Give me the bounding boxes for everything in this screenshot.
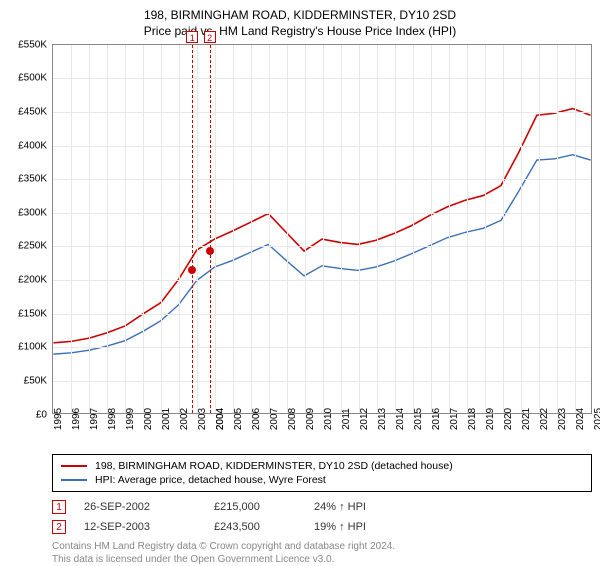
y-axis-label: £450K: [18, 106, 47, 117]
y-axis-label: £0: [36, 409, 47, 420]
y-axis-label: £350K: [18, 174, 47, 185]
event-pct: 24% ↑ HPI: [314, 501, 434, 513]
x-axis-label: 2012: [359, 407, 370, 429]
legend-swatch: [61, 479, 87, 481]
event-badge: 1: [186, 31, 198, 43]
chart-subtitle: Price paid vs. HM Land Registry's House …: [12, 24, 588, 38]
event-marker: [188, 266, 196, 274]
events-list: 1 26-SEP-2002£215,00024% ↑ HPI 2 12-SEP-200…: [52, 500, 588, 534]
legend-item: HPI: Average price, detached house, Wyre…: [61, 473, 583, 487]
x-axis-label: 2005: [233, 407, 244, 429]
y-axis-label: £50K: [24, 375, 47, 386]
legend-item: 198, BIRMINGHAM ROAD, KIDDERMINSTER, DY1…: [61, 459, 583, 473]
x-axis-label: 1998: [107, 407, 118, 429]
x-axis-label: 2020: [503, 407, 514, 429]
legend-label: HPI: Average price, detached house, Wyre…: [95, 474, 326, 486]
chart-title: 198, BIRMINGHAM ROAD, KIDDERMINSTER, DY1…: [12, 8, 588, 24]
legend: 198, BIRMINGHAM ROAD, KIDDERMINSTER, DY1…: [52, 454, 592, 492]
attribution-text: Contains HM Land Registry data © Crown c…: [52, 540, 588, 566]
x-axis-label: 1999: [125, 407, 136, 429]
legend-swatch: [61, 465, 87, 467]
y-axis-label: £200K: [18, 275, 47, 286]
x-axis-label: 2007: [269, 407, 280, 429]
y-axis-label: £100K: [18, 342, 47, 353]
event-pct: 19% ↑ HPI: [314, 521, 434, 533]
x-axis-label: 2018: [467, 407, 478, 429]
y-axis-label: £400K: [18, 140, 47, 151]
x-axis-label: 2003: [197, 407, 208, 429]
y-axis-label: £250K: [18, 241, 47, 252]
x-axis-label: 2001: [161, 407, 172, 429]
x-axis-label: 2023: [557, 407, 568, 429]
x-axis-label: 2002: [179, 407, 190, 429]
event-marker: [206, 247, 214, 255]
x-axis-label: 2024: [575, 407, 586, 429]
x-axis-label: 2004: [215, 407, 226, 429]
legend-label: 198, BIRMINGHAM ROAD, KIDDERMINSTER, DY1…: [95, 460, 453, 472]
x-axis-label: 2016: [431, 407, 442, 429]
event-date: 26-SEP-2002: [84, 501, 214, 513]
x-axis-label: 2008: [287, 407, 298, 429]
x-axis-label: 2000: [143, 407, 154, 429]
series-line: [53, 154, 590, 353]
attribution-line-2: This data is licensed under the Open Gov…: [52, 553, 588, 566]
y-axis-label: £500K: [18, 73, 47, 84]
event-date: 12-SEP-2003: [84, 521, 214, 533]
x-axis-label: 2011: [341, 408, 352, 430]
x-axis-label: 2015: [413, 407, 424, 429]
x-axis-label: 2006: [251, 407, 262, 429]
x-axis-label: 1997: [89, 407, 100, 429]
x-axis-label: 2017: [449, 407, 460, 429]
line-series-svg: [53, 45, 591, 413]
x-axis-label: 2022: [539, 407, 550, 429]
event-badge: 2: [204, 31, 216, 43]
x-axis-label: 2021: [521, 407, 532, 429]
x-axis-label: 2014: [395, 407, 406, 429]
plot-area: £0£50K£100K£150K£200K£250K£300K£350K£400…: [52, 44, 592, 414]
x-axis-label: 2013: [377, 407, 388, 429]
y-axis-label: £300K: [18, 207, 47, 218]
attribution-line-1: Contains HM Land Registry data © Crown c…: [52, 540, 588, 553]
event-row: 1 26-SEP-2002£215,00024% ↑ HPI: [52, 500, 588, 514]
x-axis-label: 1996: [71, 407, 82, 429]
event-price: £215,000: [214, 501, 314, 513]
x-axis-label: 2010: [323, 407, 334, 429]
y-axis-label: £150K: [18, 308, 47, 319]
event-line: [210, 45, 211, 413]
event-price: £243,500: [214, 521, 314, 533]
series-line: [53, 108, 590, 342]
x-axis-label: 2019: [485, 407, 496, 429]
x-axis-label: 2009: [305, 407, 316, 429]
x-axis-label: 2025: [593, 407, 600, 429]
event-row: 2 12-SEP-2003£243,50019% ↑ HPI: [52, 520, 588, 534]
event-line: [192, 45, 193, 413]
event-index-badge: 1: [52, 500, 66, 514]
x-axis-label: 1995: [53, 407, 64, 429]
y-axis-label: £550K: [18, 39, 47, 50]
event-index-badge: 2: [52, 520, 66, 534]
